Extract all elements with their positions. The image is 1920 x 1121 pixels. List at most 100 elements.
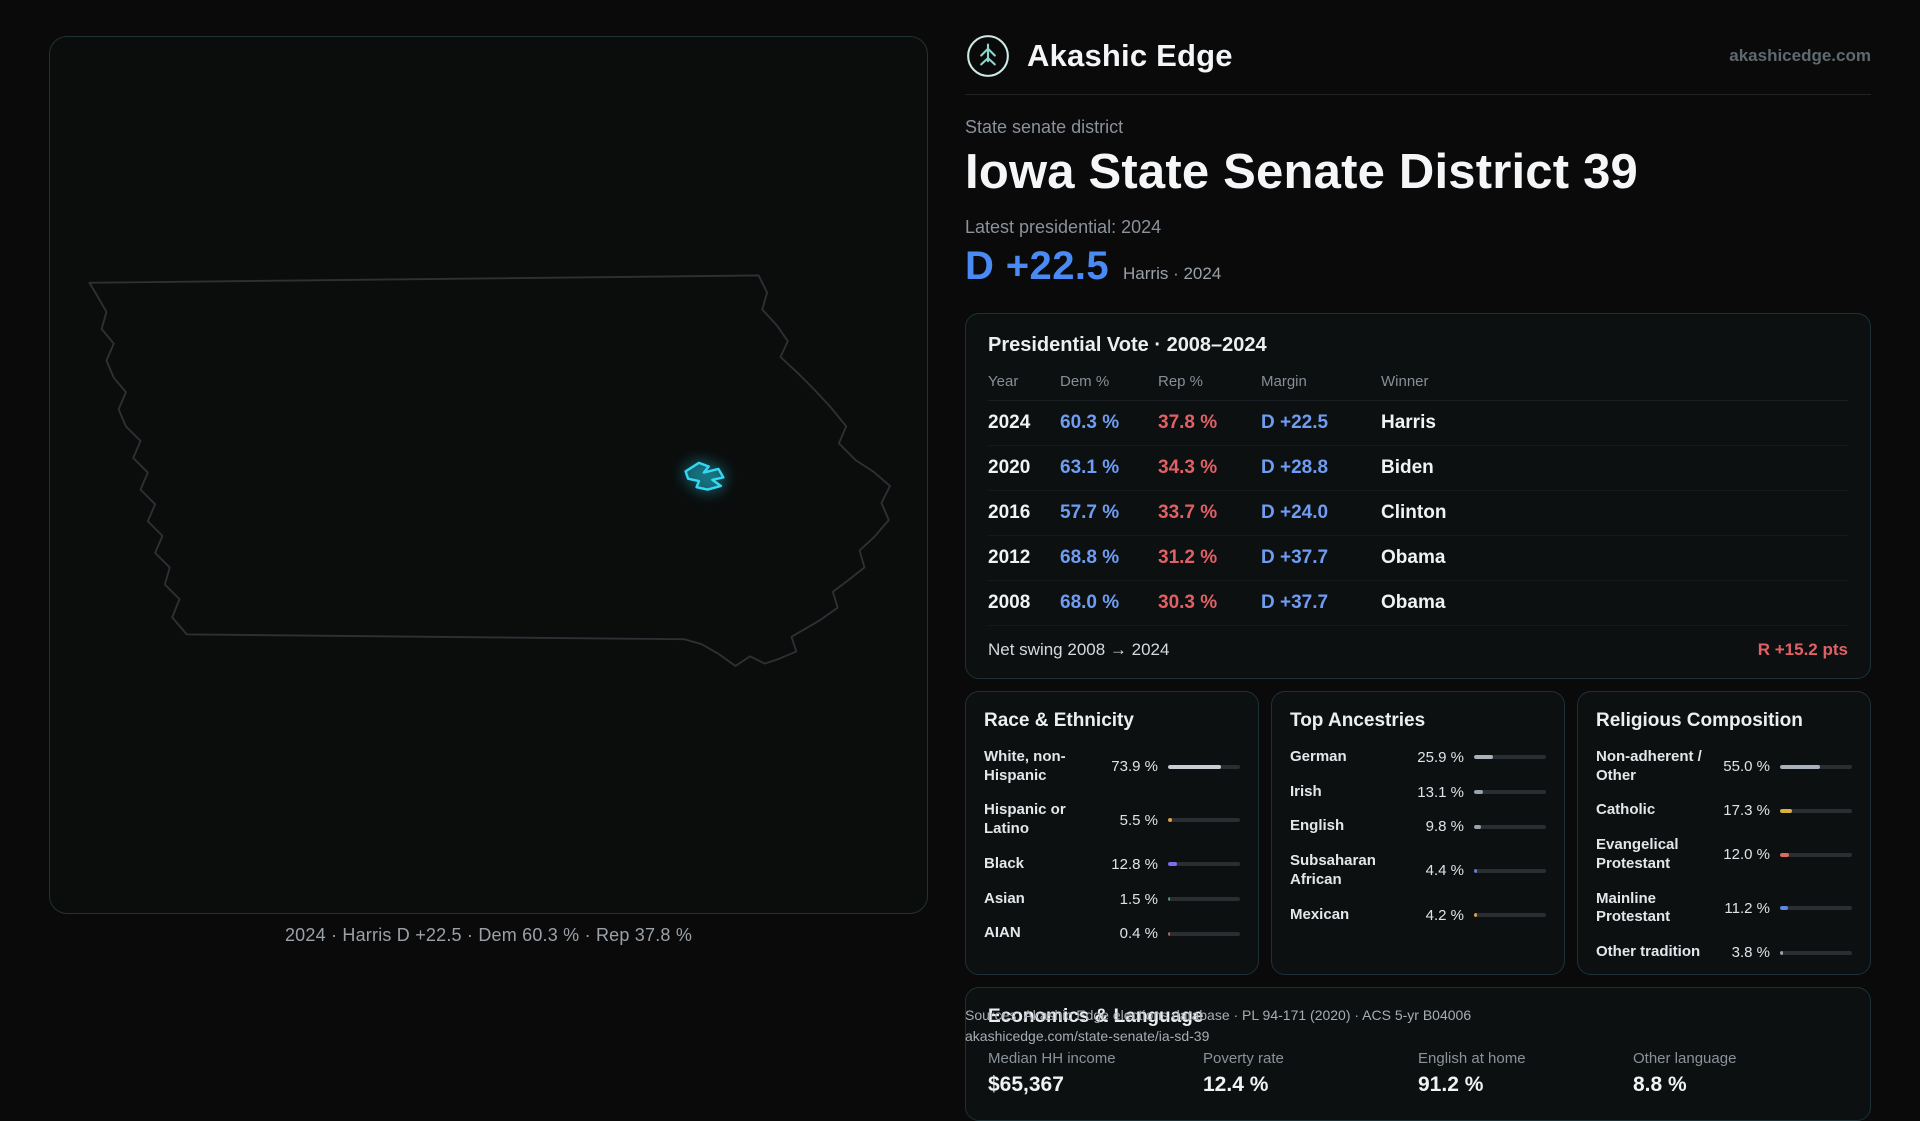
cell-winner: Biden <box>1381 456 1434 478</box>
stat-median-hh-income: Median HH income $65,367 <box>988 1050 1203 1097</box>
bar-fill <box>1474 824 1482 829</box>
demo-label: Mainline Protestant <box>1596 889 1671 926</box>
table-header-row: Year Dem % Rep % Margin Winner <box>988 373 1848 401</box>
demo-value: 17.3 % <box>1723 802 1770 820</box>
table-row: 2016 57.7 % 33.7 % D +24.0 Clinton <box>988 491 1848 536</box>
cell-dem: 60.3 % <box>1060 411 1120 433</box>
cell-year: 2012 <box>988 546 1031 568</box>
cell-year: 2016 <box>988 501 1031 523</box>
margin-value: D +22.5 <box>965 243 1110 288</box>
demo-label: AIAN <box>984 924 1021 942</box>
bar-track <box>1780 906 1852 911</box>
bar-track <box>1780 950 1852 955</box>
cell-winner: Harris <box>1381 411 1436 433</box>
cell-dem: 68.8 % <box>1060 546 1120 568</box>
bar-fill <box>1168 818 1172 823</box>
cell-rep: 31.2 % <box>1158 546 1218 568</box>
header-divider <box>965 94 1871 95</box>
col-margin: Margin <box>1261 372 1307 390</box>
demo-value: 5.5 % <box>1119 811 1158 829</box>
demo-row: Hispanic or Latino 5.5 % <box>984 793 1240 847</box>
demo-row: Mainline Protestant 11.2 % <box>1596 882 1852 936</box>
latest-presidential-label: Latest presidential: 2024 <box>965 216 1162 237</box>
stat-other-language: Other language 8.8 % <box>1633 1050 1848 1097</box>
demo-value: 13.1 % <box>1417 783 1464 801</box>
race-ethnicity-card: Race & Ethnicity White, non-Hispanic 73.… <box>965 690 1259 975</box>
demo-label: Evangelical Protestant <box>1596 836 1679 872</box>
demo-value: 25.9 % <box>1417 748 1464 766</box>
cell-dem: 63.1 % <box>1060 456 1120 478</box>
district-highlight[interactable] <box>684 461 725 491</box>
cell-margin: D +37.7 <box>1261 546 1329 568</box>
bar-fill <box>1168 764 1222 769</box>
bar-fill <box>1474 755 1493 760</box>
cell-year: 2020 <box>988 456 1031 478</box>
col-winner: Winner <box>1381 372 1429 390</box>
demo-row: Black 12.8 % <box>984 847 1240 882</box>
demo-row: Non-adherent / Other 55.0 % <box>1596 740 1852 794</box>
bar-fill <box>1168 931 1170 936</box>
bar-track <box>1474 824 1546 829</box>
table-row: 2008 68.0 % 30.3 % D +37.7 Obama <box>988 581 1848 626</box>
table-row: 2012 68.8 % 31.2 % D +37.7 Obama <box>988 536 1848 581</box>
demo-label: German <box>1290 747 1347 765</box>
demo-value: 1.5 % <box>1119 890 1158 908</box>
demo-label: White, non-Hispanic <box>984 747 1066 784</box>
state-map-panel <box>49 36 928 914</box>
bar-fill <box>1780 808 1793 813</box>
net-swing-row: Net swing 2008 → 2024 R +15.2 pts <box>988 626 1848 678</box>
cell-year: 2024 <box>988 411 1031 433</box>
demographics-row: Race & Ethnicity White, non-Hispanic 73.… <box>965 690 1871 975</box>
col-dem: Dem % <box>1060 372 1110 390</box>
bar-track <box>1168 764 1240 769</box>
iowa-outline <box>88 274 891 667</box>
iowa-map <box>88 274 891 667</box>
bar-track <box>1474 913 1546 918</box>
cell-rep: 30.3 % <box>1158 591 1218 613</box>
card-title: Top Ancestries <box>1290 709 1426 731</box>
cell-margin: D +22.5 <box>1261 411 1329 433</box>
bar-fill <box>1780 852 1789 857</box>
demo-label: Irish <box>1290 782 1322 800</box>
demo-value: 73.9 % <box>1111 758 1158 776</box>
page-title: Iowa State Senate District 39 <box>965 145 1638 199</box>
bar-track <box>1168 897 1240 902</box>
stat-english-at-home: English at home 91.2 % <box>1418 1050 1633 1097</box>
net-swing-label: Net swing 2008 → 2024 <box>988 639 1170 659</box>
cell-margin: D +28.8 <box>1261 456 1329 478</box>
demo-row: Evangelical Protestant 12.0 % <box>1596 828 1852 882</box>
card-title: Race & Ethnicity <box>984 709 1134 731</box>
bar-fill <box>1780 906 1789 911</box>
card-title: Religious Composition <box>1596 709 1803 731</box>
permalink[interactable]: akashicedge.com/state-senate/ia-sd-39 <box>965 1028 1210 1044</box>
bar-track <box>1474 790 1546 795</box>
economics-stats: Median HH income $65,367 Poverty rate 12… <box>988 1050 1848 1097</box>
brand-domain-link[interactable]: akashicedge.com <box>1729 46 1871 65</box>
stat-label: Poverty rate <box>1203 1049 1284 1067</box>
sources-footer: Sources: Akashic Edge elections database… <box>965 1005 1471 1047</box>
demo-value: 55.0 % <box>1723 758 1770 776</box>
demo-label: Non-adherent / Other <box>1596 747 1702 784</box>
demo-label: English <box>1290 817 1345 835</box>
cell-winner: Obama <box>1381 591 1446 613</box>
stat-value: $65,367 <box>988 1072 1064 1096</box>
stat-label: English at home <box>1418 1049 1526 1067</box>
bar-fill <box>1168 897 1170 902</box>
demo-value: 0.4 % <box>1119 925 1158 943</box>
net-swing-value: R +15.2 pts <box>1757 639 1848 659</box>
col-year: Year <box>988 372 1019 390</box>
demo-label: Other tradition <box>1596 943 1701 961</box>
demo-value: 4.2 % <box>1425 906 1464 924</box>
bar-track <box>1168 931 1240 936</box>
demo-label: Mexican <box>1290 905 1350 923</box>
bar-track <box>1780 852 1852 857</box>
bar-track <box>1474 755 1546 760</box>
demo-value: 3.8 % <box>1731 944 1770 962</box>
district-kicker: State senate district <box>965 117 1124 137</box>
bar-fill <box>1780 764 1820 769</box>
stat-label: Median HH income <box>988 1049 1116 1067</box>
demo-row: German 25.9 % <box>1290 740 1546 775</box>
header: Akashic Edge akashicedge.com <box>965 30 1871 82</box>
bar-fill <box>1168 862 1178 867</box>
demo-row: White, non-Hispanic 73.9 % <box>984 740 1240 794</box>
